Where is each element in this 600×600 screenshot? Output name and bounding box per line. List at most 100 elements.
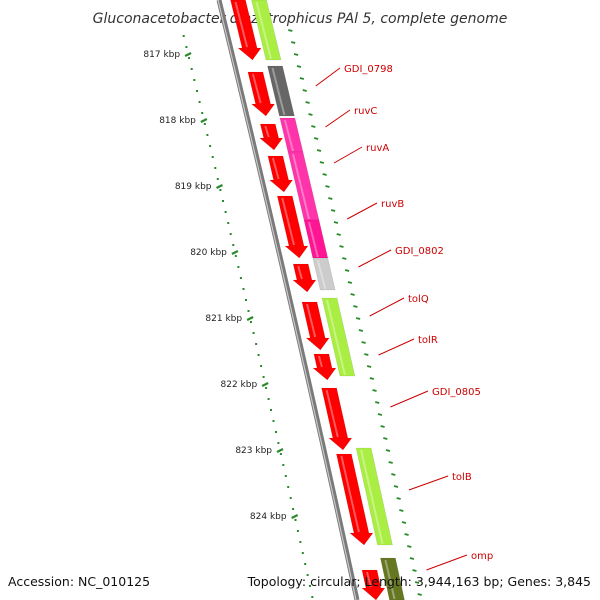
kbp-tick [246, 316, 254, 321]
outer-tick [385, 449, 391, 452]
cds-arrow[interactable] [336, 453, 374, 546]
kbp-label-819: 819 kbp [175, 182, 212, 192]
cds-arrow[interactable] [276, 195, 309, 259]
scale-dot [304, 563, 307, 565]
scale-dot [294, 519, 297, 521]
leader-line [346, 202, 378, 220]
cds-arrow-shine [281, 197, 295, 246]
gene-label-ruvc[interactable]: ruvC [354, 106, 377, 117]
gene-labels: GDI_0798 ruvC ruvA ruvB GDI_0802 tolQ to… [344, 64, 493, 562]
kbp-scale-arc [182, 35, 314, 598]
cds-arrow[interactable] [247, 71, 276, 117]
kbp-tick [231, 250, 239, 255]
gene-label-ruvb[interactable]: ruvB [381, 199, 404, 210]
leader-line [325, 109, 351, 128]
scale-dot [185, 46, 188, 48]
gene-feature[interactable] [355, 447, 393, 546]
gene-label-tolr[interactable]: tolR [418, 335, 438, 346]
gene-feature[interactable] [251, 0, 282, 61]
gene-label-gdi-0802[interactable]: GDI_0802 [395, 246, 444, 257]
scale-dot [206, 134, 209, 136]
gene-leader-lines [315, 67, 468, 571]
outer-tick [302, 89, 307, 92]
scale-dot [239, 277, 242, 279]
accession-text: Accession: NC_010125 [8, 574, 150, 589]
cds-arrow[interactable] [258, 123, 284, 151]
scale-dot [232, 244, 235, 246]
outer-tick [319, 161, 325, 164]
gene-feature[interactable] [380, 557, 405, 600]
gene-feature[interactable] [321, 297, 356, 377]
outer-tick [330, 209, 336, 212]
gene-label-gdi-0805[interactable]: GDI_0805 [432, 387, 481, 398]
scale-dot [262, 376, 265, 378]
outer-tick [366, 365, 372, 368]
scale-dot [270, 409, 272, 411]
outer-tick [347, 281, 353, 284]
scale-dot [255, 343, 258, 345]
scale-dot [216, 178, 219, 180]
scale-dot [306, 574, 309, 576]
gene-label-gdi-0798[interactable]: GDI_0798 [344, 64, 393, 75]
gene-label-ruva[interactable]: ruvA [366, 143, 389, 154]
cds-arrow-shine [325, 389, 339, 438]
scale-dot [299, 541, 302, 543]
scale-dot [284, 475, 287, 477]
cds-arrow[interactable] [292, 263, 317, 293]
kbp-label-823: 823 kbp [235, 446, 272, 456]
cds-arrow[interactable] [321, 387, 353, 451]
gene-feature-shine [360, 449, 384, 545]
scale-dot [265, 387, 268, 389]
gene-feature-shine [308, 221, 319, 258]
cds-arrow-shine [251, 73, 262, 104]
gene-feature-shine [255, 1, 272, 60]
scale-dot [287, 486, 290, 488]
gene-feature-shine [292, 153, 310, 220]
leader-line [408, 475, 449, 491]
kbp-tick [276, 448, 284, 453]
scale-dot [311, 596, 314, 598]
cds-arrow-shine [271, 157, 280, 180]
scale-dot [227, 222, 230, 224]
outer-tick [404, 533, 409, 536]
gene-feature[interactable] [267, 65, 295, 117]
outer-tick [313, 137, 319, 140]
outer-tick [316, 149, 322, 152]
scale-dot [203, 123, 206, 125]
scale-dot [275, 431, 277, 433]
scale-dot [193, 79, 196, 81]
gene-label-tolq[interactable]: tolQ [408, 294, 429, 305]
kbp-tick [184, 52, 192, 57]
gene-feature[interactable] [312, 257, 336, 291]
outer-tick [417, 593, 422, 596]
topology-text: Topology: circular; Length: 3,944,163 bp… [247, 574, 591, 589]
cds-arrow[interactable] [230, 0, 262, 61]
gene-label-tolb[interactable]: tolB [452, 472, 472, 483]
scale-dot [188, 57, 190, 59]
scale-dot [234, 255, 237, 257]
outer-tick [339, 245, 344, 248]
scale-dot [245, 299, 247, 301]
kbp-tick [200, 118, 208, 123]
cds-arrow[interactable] [312, 353, 337, 381]
gene-label-omp[interactable]: omp [471, 551, 493, 562]
scale-dot [190, 68, 193, 70]
cds-arrow-shine [264, 125, 270, 138]
cds-track [230, 0, 386, 600]
cds-arrow-shine [366, 571, 372, 588]
outer-tick [308, 113, 313, 116]
outer-tick [380, 425, 385, 428]
cds-arrow[interactable] [301, 301, 330, 351]
kbp-scale-ticks [184, 52, 299, 519]
outer-tick [322, 173, 327, 176]
scale-dot [242, 288, 245, 290]
scale-dot [201, 112, 204, 114]
cds-arrow[interactable] [267, 155, 294, 193]
genome-backbone-highlight [217, 0, 357, 600]
outer-tick [412, 569, 417, 572]
outer-tick [355, 317, 361, 320]
scale-dot [267, 398, 270, 400]
cds-arrow[interactable] [361, 569, 386, 600]
outer-tick [399, 509, 404, 512]
